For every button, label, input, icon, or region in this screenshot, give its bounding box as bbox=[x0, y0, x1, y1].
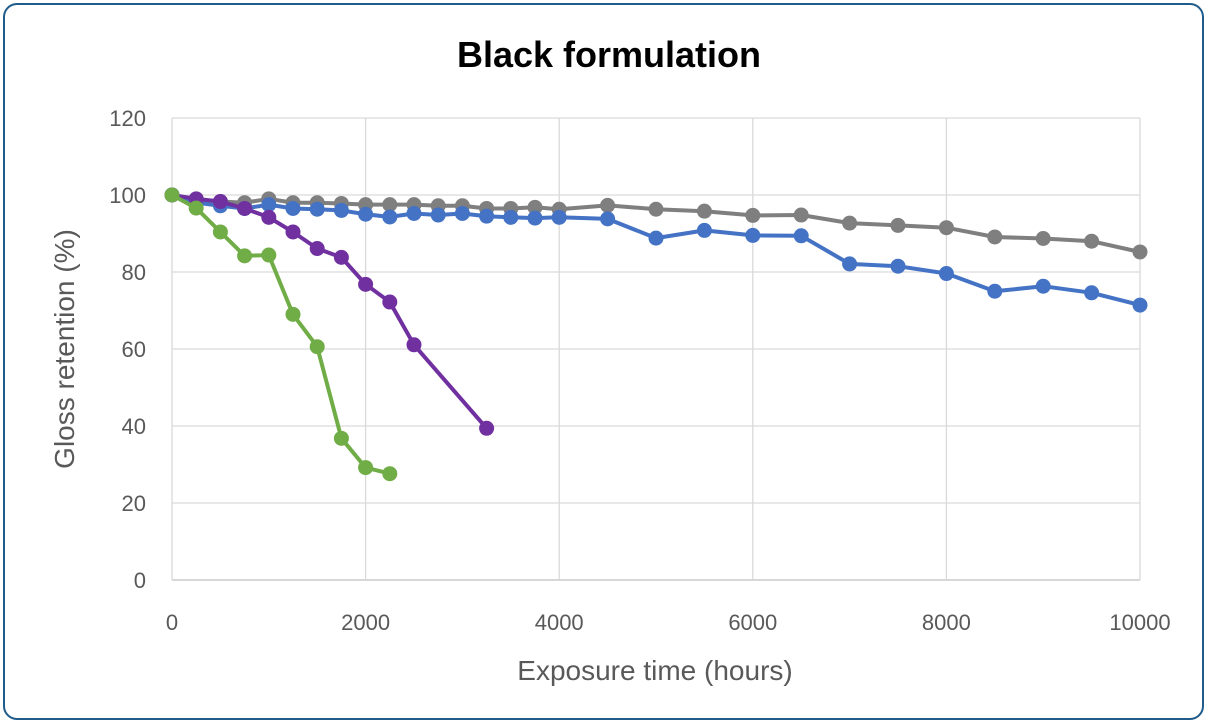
data-point bbox=[212, 194, 228, 210]
data-point bbox=[237, 248, 253, 264]
x-tick-label: 10000 bbox=[1109, 610, 1170, 635]
data-point bbox=[842, 256, 858, 272]
data-point bbox=[212, 224, 228, 240]
data-point bbox=[479, 420, 495, 436]
data-point bbox=[890, 217, 906, 233]
data-point bbox=[1132, 297, 1148, 313]
data-series bbox=[164, 187, 1148, 482]
data-point bbox=[696, 203, 712, 219]
data-point bbox=[285, 200, 301, 216]
data-point bbox=[309, 241, 325, 257]
data-point bbox=[1132, 244, 1148, 260]
data-point bbox=[648, 201, 664, 217]
data-point bbox=[1084, 285, 1100, 301]
data-point bbox=[745, 227, 761, 243]
x-tick-label: 0 bbox=[166, 610, 178, 635]
data-point bbox=[503, 209, 519, 225]
chart-title: Black formulation bbox=[457, 34, 761, 75]
data-point bbox=[793, 207, 809, 223]
data-point bbox=[261, 247, 277, 263]
data-point bbox=[842, 215, 858, 231]
data-point bbox=[745, 207, 761, 223]
data-point bbox=[987, 229, 1003, 245]
y-tick-label: 120 bbox=[109, 106, 146, 131]
data-point bbox=[382, 466, 398, 482]
data-point bbox=[793, 228, 809, 244]
data-point bbox=[890, 258, 906, 274]
data-point bbox=[406, 205, 422, 221]
data-point bbox=[333, 249, 349, 265]
data-point bbox=[600, 211, 616, 227]
series-line bbox=[171, 193, 391, 476]
data-point bbox=[1084, 233, 1100, 249]
data-point bbox=[309, 339, 325, 355]
data-point bbox=[309, 201, 325, 217]
y-tick-label: 100 bbox=[109, 183, 146, 208]
data-point bbox=[333, 202, 349, 218]
data-point bbox=[479, 208, 495, 224]
data-point bbox=[648, 230, 664, 246]
data-point bbox=[285, 306, 301, 322]
data-point bbox=[382, 294, 398, 310]
x-tick-labels: 0 2000 4000 6000 8000 10000 bbox=[166, 610, 1171, 635]
gridlines bbox=[171, 117, 1141, 581]
data-point bbox=[1035, 278, 1051, 294]
data-point bbox=[382, 197, 398, 213]
series-3 bbox=[164, 187, 495, 436]
y-tick-label: 80 bbox=[122, 260, 146, 285]
data-point bbox=[600, 197, 616, 213]
data-point bbox=[261, 197, 277, 213]
data-point bbox=[285, 224, 301, 240]
data-point bbox=[358, 276, 374, 292]
data-point bbox=[938, 266, 954, 282]
data-point bbox=[237, 200, 253, 216]
data-point bbox=[1035, 231, 1051, 247]
y-axis-label: Gloss retention (%) bbox=[49, 229, 80, 469]
series-4 bbox=[164, 187, 398, 482]
x-tick-label: 8000 bbox=[922, 610, 971, 635]
x-tick-label: 6000 bbox=[728, 610, 777, 635]
data-point bbox=[696, 222, 712, 238]
x-tick-label: 4000 bbox=[535, 610, 584, 635]
y-tick-label: 40 bbox=[122, 414, 146, 439]
y-tick-label: 20 bbox=[122, 491, 146, 516]
data-point bbox=[430, 207, 446, 223]
data-point bbox=[987, 283, 1003, 299]
y-tick-label: 0 bbox=[134, 568, 146, 593]
data-point bbox=[382, 209, 398, 225]
data-point bbox=[188, 200, 204, 216]
data-point bbox=[527, 210, 543, 226]
data-point bbox=[551, 209, 567, 225]
data-point bbox=[164, 187, 180, 203]
data-point bbox=[406, 337, 422, 353]
data-point bbox=[527, 199, 543, 215]
data-point bbox=[358, 206, 374, 222]
x-tick-label: 2000 bbox=[341, 610, 390, 635]
data-point bbox=[261, 209, 277, 225]
y-tick-label: 60 bbox=[122, 337, 146, 362]
x-axis-label: Exposure time (hours) bbox=[517, 655, 792, 686]
data-point bbox=[358, 460, 374, 476]
data-point bbox=[454, 205, 470, 221]
y-tick-labels: 0 20 40 60 80 100 120 bbox=[109, 106, 146, 593]
data-point bbox=[938, 220, 954, 236]
data-point bbox=[333, 430, 349, 446]
chart-frame bbox=[3, 3, 1204, 720]
